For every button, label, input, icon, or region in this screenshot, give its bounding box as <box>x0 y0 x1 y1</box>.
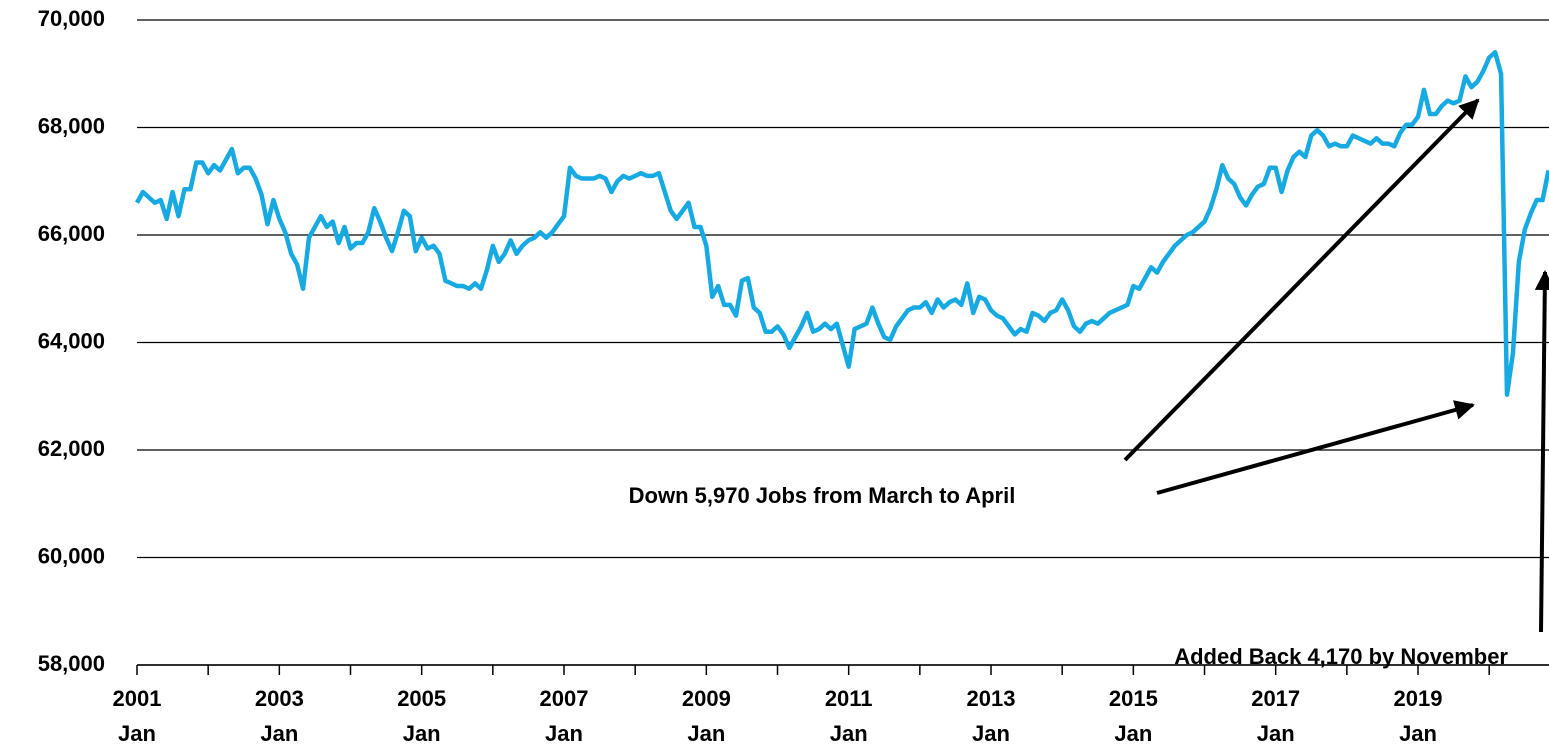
y-tick-label: 62,000 <box>38 436 105 461</box>
x-tick-label: 2009 Jan <box>682 686 731 746</box>
x-tick-label: 2003 Jan <box>255 686 304 746</box>
x-tick-label: 2013 Jan <box>967 686 1016 746</box>
y-tick-label: 66,000 <box>38 221 105 246</box>
y-tick-label: 70,000 <box>38 6 105 31</box>
x-tick-label: 2007 Jan <box>540 686 589 746</box>
x-tick-label: 2017 Jan <box>1251 686 1300 746</box>
y-tick-label: 60,000 <box>38 543 105 568</box>
arrow <box>1534 270 1549 633</box>
annotation: Added Back 4,170 by November <box>1174 644 1508 669</box>
arrow <box>1156 400 1475 495</box>
x-tick-label: 2005 Jan <box>397 686 446 746</box>
annotation: Down 5,970 Jobs from March to April <box>629 483 1016 508</box>
y-tick-label: 68,000 <box>38 113 105 138</box>
annotations: Down 5,970 Jobs from March to April Adde… <box>629 98 1549 669</box>
x-tick-label: 2011 Jan <box>825 686 873 746</box>
y-tick-label: 64,000 <box>38 328 105 353</box>
x-tick-label: 2019 Jan <box>1394 686 1443 746</box>
x-tick-label: 2015 Jan <box>1109 686 1158 746</box>
y-tick-label: 58,000 <box>38 651 105 676</box>
arrow <box>1123 98 1480 462</box>
x-tick-label: 2001 Jan <box>113 686 162 746</box>
line-series <box>135 50 1549 397</box>
